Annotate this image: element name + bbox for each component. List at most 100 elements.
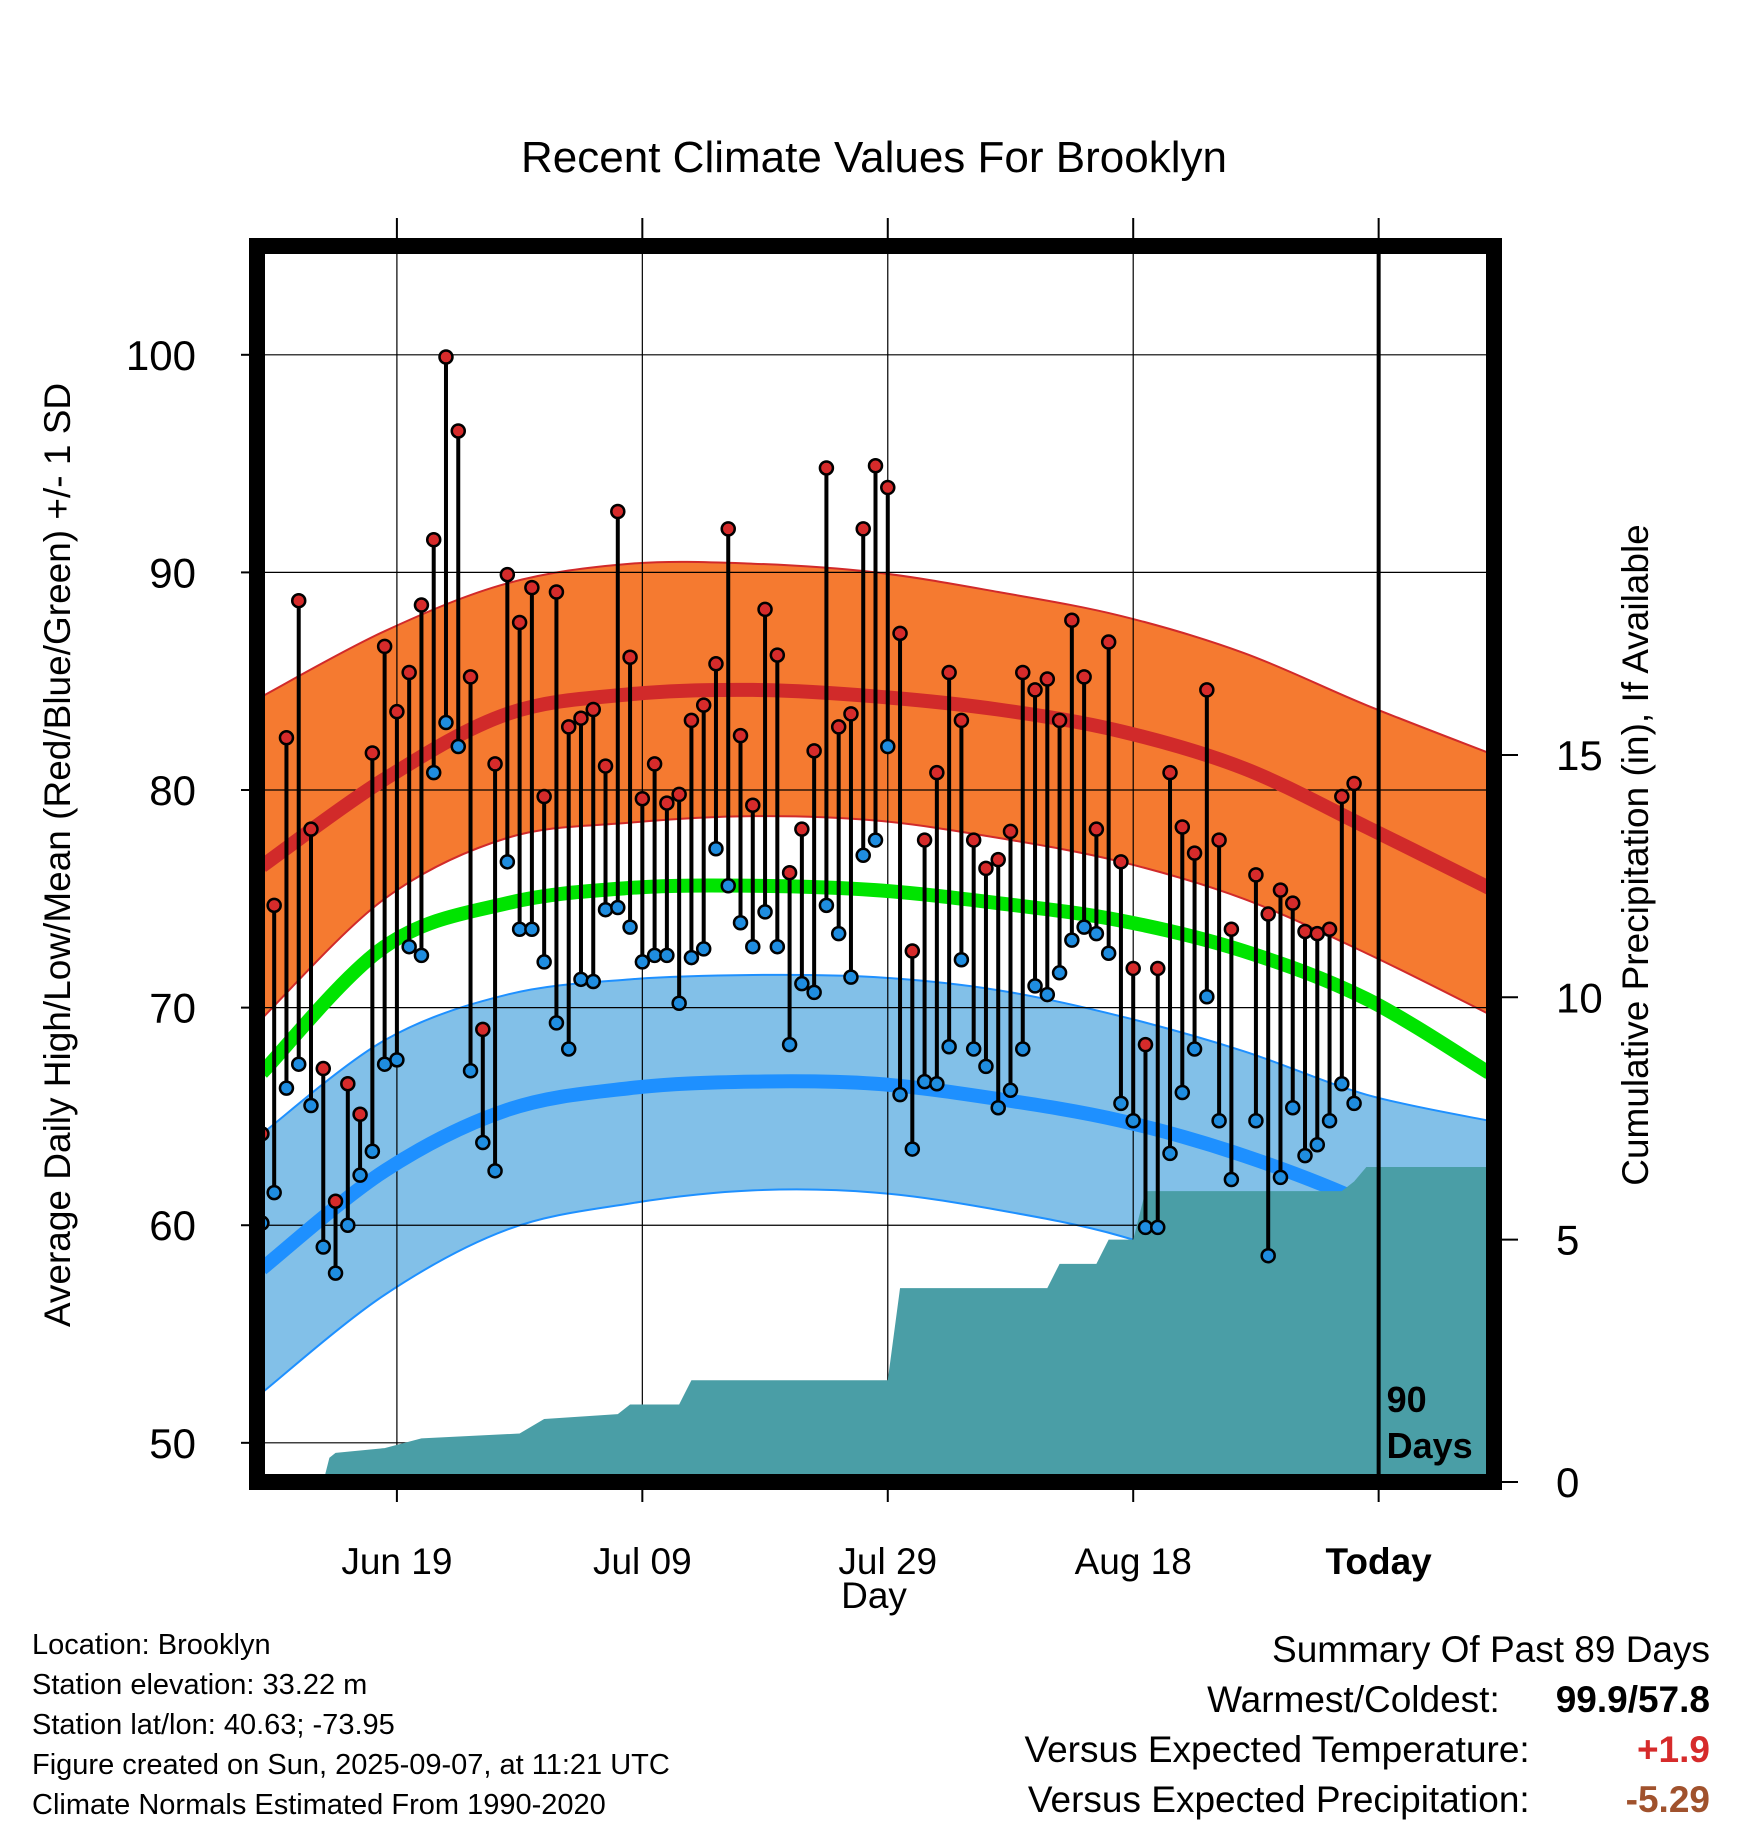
daily-high-point [953,712,970,729]
summary-title: Summary Of Past 89 Days [1272,1629,1710,1670]
today-label: Days [1387,1425,1473,1466]
daily-high-point [548,584,565,600]
daily-low-point [916,1073,933,1090]
daily-low-point [1125,1113,1141,1129]
normals-text: Climate Normals Estimated From 1990-2020 [32,1789,606,1821]
daily-low-point [1297,1147,1313,1164]
daily-low-point [1248,1113,1264,1129]
daily-low-point [708,841,724,857]
daily-low-point [1223,1171,1240,1188]
x-tick-label: Today [1326,1541,1433,1582]
daily-high-point [1272,882,1289,898]
daily-high-point [646,756,663,772]
daily-low-point [327,1265,344,1281]
daily-low-point [560,1041,577,1057]
daily-low-point [1321,1113,1338,1129]
chart-title: Recent Climate Values For Brooklyn [521,133,1227,182]
warmest-coldest-label: Warmest/Coldest: [1207,1679,1500,1720]
daily-high-point [536,788,552,805]
daily-low-point [892,1086,908,1103]
daily-high-point [695,697,712,713]
daily-high-point [1211,832,1227,848]
daily-high-point [634,790,651,807]
daily-low-point [1199,988,1215,1005]
daily-high-point [585,701,601,718]
y2-tick-label: 10 [1556,974,1603,1021]
daily-high-point [1284,895,1301,911]
daily-low-point [1113,1095,1129,1112]
y-tick-label: 60 [149,1202,196,1249]
daily-low-point [597,901,614,918]
daily-high-point [450,423,467,439]
daily-low-point [1284,1099,1301,1116]
daily-low-point [794,975,810,992]
daily-high-point [794,821,810,837]
daily-low-point [1088,925,1105,942]
daily-high-point [1186,845,1203,861]
daily-low-point [364,1143,381,1159]
daily-high-point [462,669,479,685]
daily-high-point [965,832,982,848]
daily-high-point [303,821,319,837]
station-info: Location: Brooklyn Station elevation: 33… [32,1625,670,1825]
daily-low-point [732,915,749,931]
daily-low-point [1211,1113,1227,1129]
normal-mean-line [257,878,1493,1079]
daily-high-point [978,860,994,877]
daily-low-point [634,954,651,970]
daily-low-point [1002,1082,1019,1099]
daily-low-point [904,1141,921,1157]
daily-high-point [1137,1036,1154,1053]
daily-low-point [266,1184,282,1201]
daily-low-point [769,938,786,955]
x-tick-label: Jul 09 [593,1541,692,1582]
daily-high-point [745,797,761,813]
daily-low-point [818,897,835,914]
daily-low-point [990,1099,1006,1116]
daily-high-point [524,579,540,596]
daily-high-point [1051,712,1068,729]
x-tick-label: Jun 19 [341,1541,452,1582]
y-tick-label: 70 [149,985,196,1032]
created-text: Figure created on Sun, 2025-09-07, at 11… [32,1749,670,1781]
daily-low-point [499,854,516,870]
summary-panel: Summary Of Past 89 Days Warmest/Coldest:… [1024,1625,1710,1825]
location-text: Location: Brooklyn [32,1629,271,1661]
daily-high-point [892,625,908,642]
daily-low-point [315,1239,332,1255]
climate-chart: Recent Climate Values For Brooklyn Avera… [37,133,1656,1616]
daily-low-point [573,971,589,988]
x-tick-label: Aug 18 [1075,1541,1192,1582]
daily-high-point [1297,923,1313,940]
daily-low-point [953,951,970,968]
daily-low-point [622,919,638,935]
daily-high-point [315,1060,332,1077]
daily-high-point [1150,960,1166,977]
daily-high-point [438,349,454,365]
y-tick-label: 90 [149,549,196,596]
daily-low-point [965,1041,982,1057]
daily-high-point [659,795,675,811]
precip-vs-expected-value: -5.29 [1625,1779,1710,1820]
daily-high-point [499,566,516,583]
today-label: 90 [1387,1379,1427,1420]
daily-high-point [843,706,859,722]
daily-high-point [1039,671,1056,687]
daily-high-point [1027,682,1043,698]
daily-high-point [610,503,626,520]
y2-tick-label: 15 [1556,732,1603,779]
daily-high-point [1260,906,1276,922]
daily-low-point [413,947,430,964]
daily-high-point [880,479,896,496]
daily-high-point [1334,788,1350,805]
daily-high-point [867,458,884,474]
daily-low-point [1015,1041,1031,1057]
temp-vs-expected-row: Versus Expected Temperature: +1.9 [1024,1725,1710,1775]
daily-low-point [855,847,871,864]
daily-low-point [929,1076,945,1092]
precip-vs-expected-row: Versus Expected Precipitation: -5.29 [1024,1775,1710,1825]
daily-high-point [327,1193,344,1210]
daily-low-point [475,1134,491,1151]
daily-low-point [290,1056,307,1072]
daily-high-point [830,719,847,735]
